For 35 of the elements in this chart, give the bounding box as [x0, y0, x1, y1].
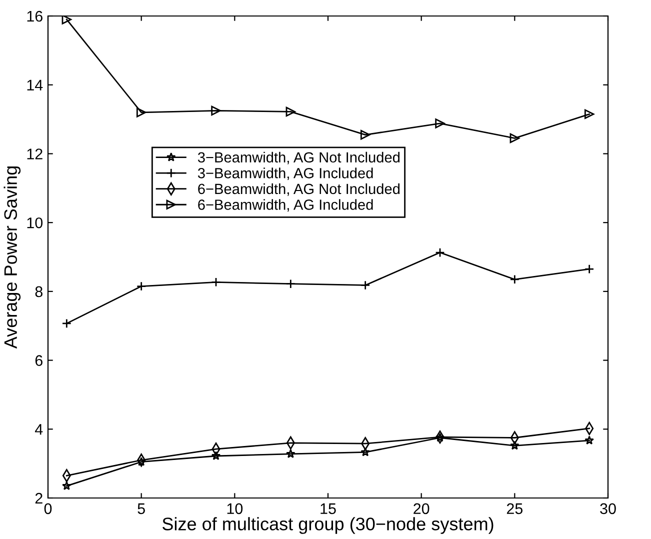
y-tick-label: 4 — [34, 424, 43, 435]
point — [510, 440, 520, 450]
point — [62, 16, 72, 24]
legend-label: 6−Beamwidth, AG Included — [198, 199, 373, 212]
y-tick-label: 16 — [27, 10, 42, 22]
legend-label: 6−Beamwidth, AG Not Included — [198, 183, 400, 196]
y-tick-label: 8 — [35, 286, 42, 298]
x-tick-label: 30 — [600, 503, 616, 514]
point — [62, 481, 72, 490]
point — [584, 109, 594, 119]
point — [584, 436, 594, 445]
point — [510, 133, 520, 144]
x-tick-label: 5 — [138, 503, 145, 514]
x-tick-label: 0 — [44, 503, 52, 514]
point — [211, 106, 221, 116]
point — [136, 108, 146, 118]
legend-label: 3−Beamwidth, AG Included — [198, 168, 373, 180]
x-axis-title: Size of multicast group (30−node system) — [162, 517, 494, 534]
x-tick-label: 25 — [506, 503, 523, 514]
y-tick-label: 12 — [27, 148, 42, 160]
y-tick-label: 14 — [27, 80, 43, 90]
y-axis-title: Average Power Saving — [4, 166, 21, 349]
y-tick-label: 10 — [27, 217, 43, 228]
point — [435, 118, 445, 128]
legend-label: 3−Beamwidth, AG Not Included — [198, 152, 400, 164]
x-tick-label: 20 — [414, 503, 430, 514]
point — [286, 449, 296, 458]
x-tick-label: 15 — [320, 503, 336, 514]
point — [360, 130, 370, 140]
y-tick-label: 2 — [35, 492, 42, 504]
point — [360, 447, 370, 456]
x-tick-label: 10 — [227, 503, 243, 514]
y-tick-label: 6 — [35, 355, 42, 366]
point — [211, 451, 221, 460]
point — [286, 106, 296, 117]
